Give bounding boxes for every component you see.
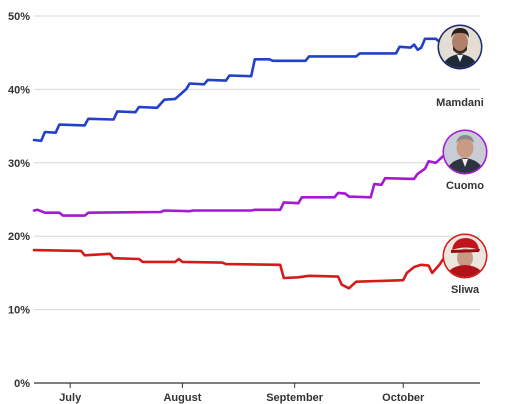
gridlines — [34, 15, 480, 311]
series-line-cuomo — [32, 151, 477, 217]
y-tick-label: 30% — [8, 158, 30, 170]
label-cuomo: Cuomo — [446, 180, 484, 192]
avatar-mamdani — [437, 24, 483, 70]
x-tick-label: October — [382, 392, 425, 404]
x-tick-label: August — [163, 392, 201, 404]
y-tick-label: 10% — [8, 305, 30, 317]
x-tick-label: September — [266, 392, 324, 404]
avatar-sliwa — [442, 233, 488, 279]
axes: 0% 10% 20% 30% 40% 50% July August September Octo… — [8, 11, 480, 404]
avatar-cuomo — [442, 129, 488, 175]
y-tick-label: 0% — [14, 378, 30, 390]
y-tick-label: 50% — [8, 11, 30, 23]
label-mamdani: Mamdani — [436, 97, 484, 109]
y-tick-label: 20% — [8, 231, 30, 243]
series-line-sliwa — [32, 248, 477, 290]
y-tick-label: 40% — [8, 84, 30, 96]
series-lines — [32, 37, 477, 290]
x-tick-label: July — [59, 392, 82, 404]
label-sliwa: Sliwa — [451, 284, 480, 296]
